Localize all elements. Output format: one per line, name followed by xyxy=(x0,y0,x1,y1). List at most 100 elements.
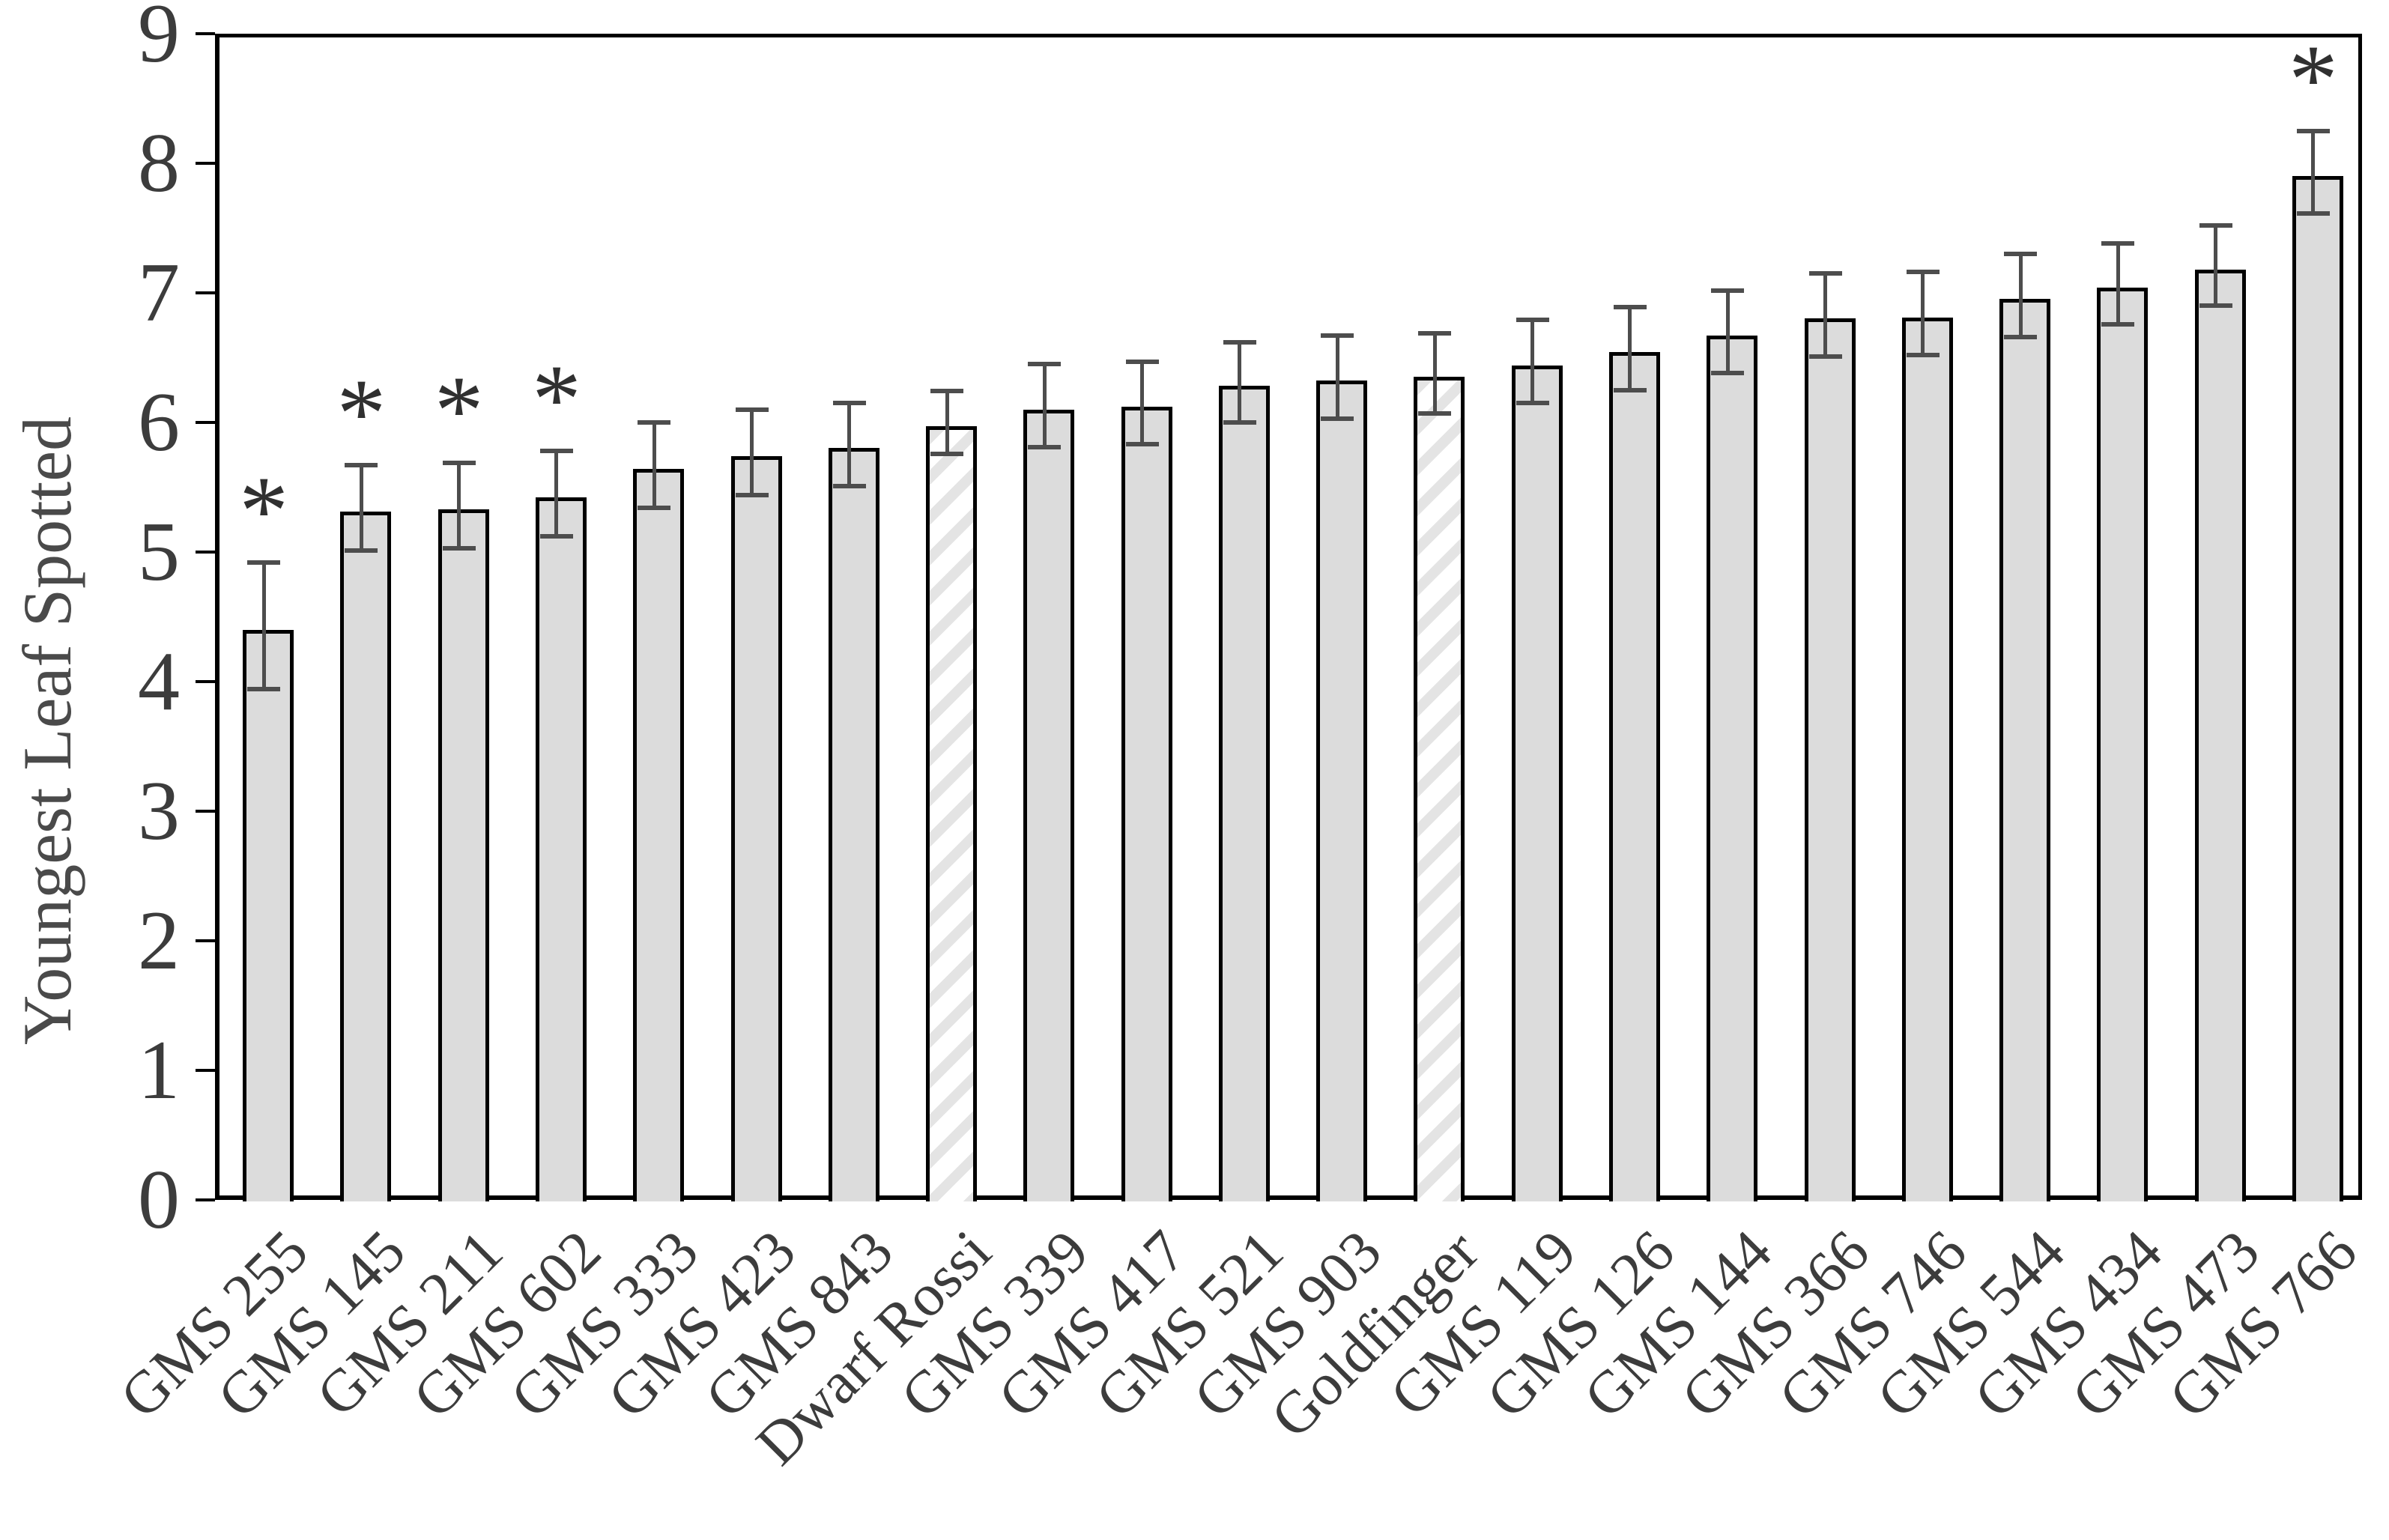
error-bar-cap xyxy=(1516,318,1549,323)
error-bar-cap xyxy=(735,407,769,412)
y-tick-label: 4 xyxy=(138,635,180,728)
error-bar xyxy=(1530,320,1535,404)
y-tick xyxy=(196,32,215,35)
error-bar-cap xyxy=(2101,321,2135,327)
bar-gms-119 xyxy=(1511,365,1563,1201)
error-bar-cap xyxy=(2199,223,2232,228)
bar-gms-423 xyxy=(730,455,782,1201)
error-bar-cap xyxy=(1906,270,1940,275)
error-bar xyxy=(2214,225,2218,306)
error-bar xyxy=(359,465,363,551)
error-bar-cap xyxy=(930,451,964,456)
error-bar-cap xyxy=(1321,333,1354,339)
error-bar-cap xyxy=(832,483,866,488)
error-bar-cap xyxy=(1613,387,1647,392)
y-tick-label: 5 xyxy=(138,506,180,598)
y-tick xyxy=(196,421,215,424)
error-bar-cap xyxy=(638,506,671,511)
error-bar-cap xyxy=(1808,354,1842,359)
error-bar-cap xyxy=(1808,271,1842,276)
error-bar-cap xyxy=(1516,401,1549,406)
error-bar xyxy=(1628,307,1632,390)
bar-gms-417 xyxy=(1121,407,1172,1201)
error-bar xyxy=(1042,364,1047,447)
error-bar xyxy=(1823,273,1827,357)
bar-gms-211 xyxy=(437,509,489,1201)
bar-gms-903 xyxy=(1316,381,1368,1201)
bar-gms-521 xyxy=(1218,386,1270,1201)
error-bar xyxy=(750,409,754,495)
y-tick xyxy=(196,1069,215,1072)
bar-gms-255 xyxy=(243,629,294,1201)
error-bar xyxy=(1921,272,1925,356)
error-bar-cap xyxy=(638,420,671,425)
y-tick-label: 9 xyxy=(138,0,180,80)
error-bar-cap xyxy=(442,460,476,465)
y-tick-label: 7 xyxy=(138,246,180,339)
bar-gms-843 xyxy=(828,448,879,1201)
y-tick xyxy=(196,162,215,165)
significance-asterisk: * xyxy=(531,343,581,454)
y-tick xyxy=(196,291,215,294)
error-bar-cap xyxy=(247,560,281,565)
error-bar xyxy=(2116,243,2120,324)
y-tick-label: 2 xyxy=(138,894,180,987)
error-bar-cap xyxy=(539,534,573,539)
error-bar xyxy=(1140,361,1145,445)
error-bar-cap xyxy=(1028,362,1062,367)
error-bar-cap xyxy=(2296,128,2330,133)
error-bar-cap xyxy=(1223,339,1256,345)
error-bar-cap xyxy=(1711,288,1745,293)
error-bar-cap xyxy=(1418,330,1452,336)
error-bar-cap xyxy=(1125,442,1159,447)
error-bar xyxy=(1335,336,1339,419)
error-bar xyxy=(847,403,852,486)
y-tick-label: 6 xyxy=(138,376,180,469)
error-bar-cap xyxy=(1906,353,1940,358)
bar-gms-145 xyxy=(340,512,392,1201)
bar-gms-473 xyxy=(2194,269,2246,1201)
error-bar xyxy=(2018,254,2023,337)
bar-gms-339 xyxy=(1023,409,1075,1201)
error-bar xyxy=(652,422,656,509)
error-bar-cap xyxy=(735,492,769,497)
y-tick-label: 3 xyxy=(138,765,180,858)
error-bar-cap xyxy=(442,545,476,551)
significance-asterisk: * xyxy=(2288,23,2338,134)
y-tick-label: 0 xyxy=(138,1154,180,1246)
error-bar xyxy=(1725,290,1730,374)
significance-asterisk: * xyxy=(434,355,484,466)
error-bar-cap xyxy=(345,548,378,554)
bar-gms-766 xyxy=(2292,176,2343,1201)
error-bar xyxy=(1432,333,1437,413)
error-bar-cap xyxy=(345,463,378,468)
y-tick-label: 8 xyxy=(138,117,180,210)
bar-gms-366 xyxy=(1804,318,1856,1201)
y-tick xyxy=(196,680,215,683)
error-bar-cap xyxy=(539,449,573,454)
error-bar-cap xyxy=(2296,211,2330,216)
bar-gms-144 xyxy=(1707,335,1758,1201)
error-bar-cap xyxy=(1613,305,1647,310)
bar-gms-333 xyxy=(633,469,685,1201)
error-bar-cap xyxy=(2199,303,2232,309)
y-tick-label: 1 xyxy=(138,1024,180,1117)
error-bar-cap xyxy=(247,687,281,692)
error-bar xyxy=(2311,130,2316,214)
bar-gms-544 xyxy=(1999,299,2051,1201)
bar-gms-126 xyxy=(1608,352,1660,1201)
error-bar-cap xyxy=(1125,359,1159,364)
error-bar xyxy=(945,391,949,454)
error-bar-cap xyxy=(1028,444,1062,449)
error-bar xyxy=(261,562,266,690)
bar-goldfinger xyxy=(1414,377,1465,1201)
y-tick xyxy=(196,1198,215,1201)
plot-area xyxy=(215,34,2362,1201)
error-bar-cap xyxy=(1223,420,1256,425)
error-bar-cap xyxy=(1321,416,1354,421)
error-bar-cap xyxy=(1418,410,1452,416)
error-bar-cap xyxy=(2004,252,2038,257)
error-bar xyxy=(1238,342,1242,422)
significance-asterisk: * xyxy=(336,357,387,468)
